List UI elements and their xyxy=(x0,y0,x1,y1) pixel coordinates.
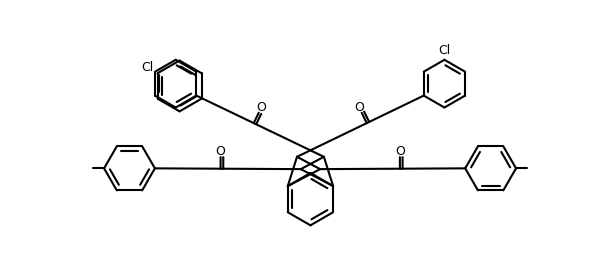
Text: Cl: Cl xyxy=(438,44,451,57)
Text: O: O xyxy=(355,101,364,114)
Text: O: O xyxy=(216,145,226,158)
Text: Cl: Cl xyxy=(141,60,153,74)
Text: O: O xyxy=(256,101,266,114)
Text: O: O xyxy=(395,145,405,158)
